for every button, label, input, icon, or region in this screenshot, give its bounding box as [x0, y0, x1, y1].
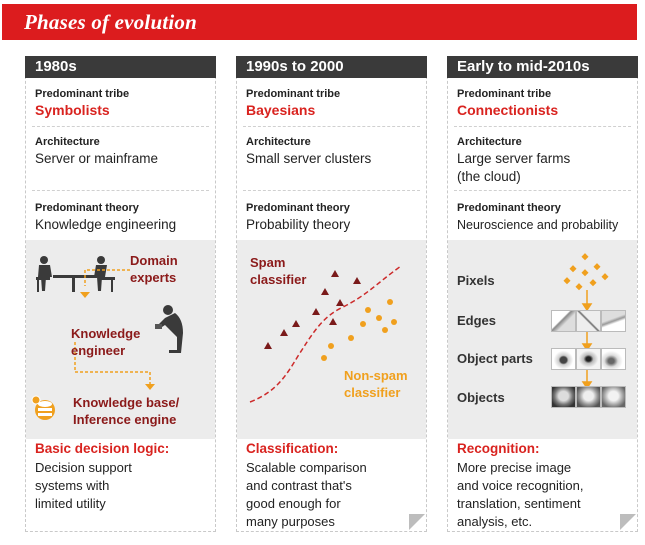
theory-label: Predominant theory	[246, 202, 350, 214]
column-header: 1990s to 2000	[236, 56, 427, 78]
architecture-value: Large server farms (the cloud)	[457, 151, 571, 184]
page-corner	[620, 514, 636, 530]
column-1980s: 1980s Predominant tribe Symbolists Archi…	[25, 56, 216, 532]
knowledge-engineering-diagram	[31, 256, 183, 420]
tribe-value: Bayesians	[246, 102, 316, 118]
edge-tile	[576, 310, 601, 332]
column-1990s-2000: 1990s to 2000 Predominant tribe Bayesian…	[236, 56, 427, 532]
theory-value: Neuroscience and probability	[457, 218, 619, 232]
tribe-value: Symbolists	[35, 102, 110, 118]
domain-experts-icon	[36, 256, 115, 292]
arrow-head	[145, 384, 155, 390]
object-parts-label: Object parts	[457, 351, 533, 366]
diagram-panel	[26, 240, 215, 439]
divider	[454, 190, 631, 191]
tribe-label: Predominant tribe	[457, 88, 552, 100]
column-header-text: 1990s to 2000	[246, 58, 344, 75]
tribe-label: Predominant tribe	[35, 88, 130, 100]
theory-label: Predominant theory	[457, 202, 561, 214]
page-title: Phases of evolution	[24, 10, 197, 34]
arrow-engineer-to-base	[74, 342, 151, 384]
column-header-text: Early to mid-2010s	[457, 58, 590, 75]
objects-label: Objects	[457, 390, 505, 405]
logic-text: Scalable comparison and contrast that's go…	[246, 460, 367, 529]
architecture-label: Architecture	[35, 136, 100, 148]
column-header: Early to mid-2010s	[447, 56, 638, 78]
column-2010s: Early to mid-2010s Predominant tribe Con…	[447, 56, 638, 532]
theory-value: Probability theory	[246, 217, 351, 232]
knowledge-engineer-icon	[155, 305, 183, 353]
flow-arrows	[581, 290, 593, 390]
title-banner: Phases of evolution	[2, 4, 637, 40]
divider	[32, 190, 209, 191]
knowledge-base-label: Knowledge base/Inference engine	[73, 395, 180, 427]
architecture-label: Architecture	[246, 136, 311, 148]
nonspam-points	[321, 299, 397, 361]
classifier-diagram	[249, 265, 425, 530]
part-tile	[576, 348, 601, 370]
face-tile	[551, 386, 576, 408]
divider	[32, 126, 209, 127]
theory-label: Predominant theory	[35, 202, 139, 214]
spam-classifier-label: Spam classifier	[250, 255, 307, 287]
decision-boundary	[249, 265, 402, 403]
arrow-experts-to-engineer	[84, 269, 130, 286]
divider	[454, 126, 631, 127]
diagram-panel	[237, 240, 426, 439]
spam-points	[264, 270, 361, 349]
divider	[243, 190, 420, 191]
knowledge-engineer-label: Knowledge engineer	[71, 326, 141, 358]
tribe-label: Predominant tribe	[246, 88, 341, 100]
divider	[243, 126, 420, 127]
architecture-value: Server or mainframe	[35, 151, 159, 166]
edges-label: Edges	[457, 313, 497, 328]
page-corner	[409, 514, 425, 530]
edge-tile	[551, 310, 576, 332]
logic-title: Classification:	[246, 441, 339, 456]
domain-experts-label: Domain experts	[130, 253, 178, 285]
logic-text: More precise image and voice recognition,…	[457, 460, 584, 529]
edge-tile	[601, 310, 626, 332]
logic-title: Basic decision logic:	[35, 441, 170, 456]
database-icon	[31, 395, 55, 420]
face-tile	[576, 386, 601, 408]
part-tile	[551, 348, 576, 370]
part-tile	[601, 348, 626, 370]
pixels-icon	[563, 253, 609, 291]
column-header: 1980s	[25, 56, 216, 78]
column-header-text: 1980s	[35, 58, 77, 75]
logic-text: Decision support systems with limited util…	[35, 460, 132, 511]
logic-title: Recognition:	[457, 441, 540, 456]
nonspam-classifier-label: Non-spam classifier	[344, 368, 408, 400]
theory-value: Knowledge engineering	[35, 217, 177, 232]
arrow-head	[80, 292, 90, 298]
pixels-label: Pixels	[457, 273, 495, 288]
architecture-label: Architecture	[457, 136, 522, 148]
face-tile	[601, 386, 626, 408]
recognition-diagram	[563, 253, 636, 530]
architecture-value: Small server clusters	[246, 151, 372, 166]
tribe-value: Connectionists	[457, 102, 559, 118]
